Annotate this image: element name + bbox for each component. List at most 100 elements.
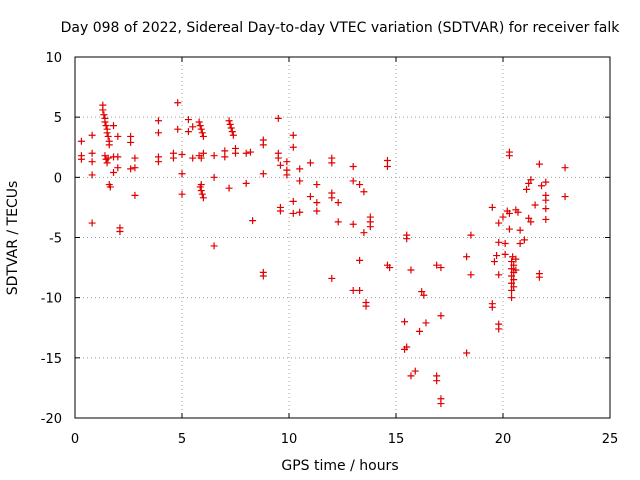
- data-point: [561, 164, 569, 172]
- data-point: [174, 99, 182, 107]
- data-point: [403, 235, 411, 243]
- data-point: [418, 288, 426, 296]
- data-point: [510, 261, 518, 269]
- y-tick-label: -15: [41, 352, 62, 367]
- data-point: [349, 163, 357, 171]
- x-tick-label: 25: [602, 432, 619, 447]
- data-point: [102, 122, 110, 130]
- data-point: [197, 125, 205, 133]
- grid-lines: [75, 57, 610, 418]
- data-point: [501, 240, 509, 248]
- data-point: [100, 111, 108, 119]
- data-point: [356, 256, 364, 264]
- x-axis-label: GPS time / hours: [281, 458, 398, 474]
- data-point: [463, 253, 471, 261]
- data-point: [289, 197, 297, 205]
- data-point: [527, 176, 535, 184]
- data-point: [334, 199, 342, 207]
- data-point: [362, 302, 370, 310]
- y-tick-label: 10: [45, 51, 62, 66]
- data-point: [229, 131, 237, 139]
- data-point: [538, 182, 546, 190]
- data-point: [433, 377, 441, 385]
- data-point: [407, 372, 415, 380]
- data-point: [510, 283, 518, 291]
- data-point: [313, 199, 321, 207]
- data-point: [88, 131, 96, 139]
- data-point: [542, 196, 550, 204]
- data-point: [199, 132, 207, 140]
- data-point: [189, 123, 197, 131]
- data-point: [561, 193, 569, 201]
- data-point: [178, 170, 186, 178]
- data-point: [88, 149, 96, 157]
- data-point: [525, 214, 533, 222]
- data-point: [154, 158, 162, 166]
- data-point: [433, 261, 441, 269]
- x-tick-label: 20: [495, 432, 512, 447]
- data-point: [542, 178, 550, 186]
- data-point: [110, 122, 118, 130]
- data-point: [416, 327, 424, 335]
- data-point: [103, 129, 111, 137]
- data-point: [296, 208, 304, 216]
- y-tick-label: -5: [49, 232, 62, 247]
- data-point: [356, 181, 364, 189]
- data-point: [505, 209, 513, 217]
- chart-title: Day 098 of 2022, Sidereal Day-to-day VTE…: [61, 20, 621, 36]
- data-point: [249, 217, 257, 225]
- y-tick-label: 5: [54, 111, 62, 126]
- data-point: [114, 164, 122, 172]
- data-point: [289, 131, 297, 139]
- data-point: [88, 158, 96, 166]
- data-point: [383, 163, 391, 171]
- data-point: [131, 154, 139, 162]
- data-point: [197, 154, 205, 162]
- data-point: [422, 319, 430, 327]
- data-point: [210, 242, 218, 250]
- data-point: [274, 114, 282, 122]
- data-points: [77, 99, 569, 408]
- x-tick-label: 5: [178, 432, 186, 447]
- data-point: [510, 276, 518, 284]
- data-point: [259, 170, 267, 178]
- data-point: [99, 106, 107, 114]
- data-point: [542, 215, 550, 223]
- data-point: [525, 179, 533, 187]
- data-point: [174, 125, 182, 133]
- data-point: [221, 153, 229, 161]
- data-point: [127, 132, 135, 140]
- data-point: [154, 117, 162, 125]
- data-point: [523, 185, 531, 193]
- data-point: [116, 227, 124, 235]
- data-point: [199, 194, 207, 202]
- data-point: [495, 238, 503, 246]
- data-point: [349, 177, 357, 185]
- data-point: [114, 132, 122, 140]
- data-point: [88, 219, 96, 227]
- data-point: [189, 154, 197, 162]
- y-axis-label: SDTVAR / TECUs: [5, 181, 21, 296]
- data-point: [131, 191, 139, 199]
- data-point: [276, 207, 284, 215]
- data-point: [131, 164, 139, 172]
- data-point: [508, 286, 516, 294]
- data-point: [232, 149, 239, 157]
- data-point: [106, 183, 114, 191]
- data-point: [516, 226, 524, 234]
- x-tick-label: 15: [388, 432, 405, 447]
- data-point: [505, 225, 513, 233]
- data-point: [542, 205, 550, 213]
- data-point: [512, 266, 520, 274]
- data-point: [535, 273, 543, 281]
- data-point: [437, 312, 445, 320]
- data-point: [516, 240, 524, 248]
- data-point: [184, 128, 192, 136]
- data-point: [467, 231, 475, 239]
- data-point: [420, 291, 428, 299]
- data-point: [490, 258, 498, 266]
- data-point: [221, 147, 229, 155]
- data-point: [104, 154, 112, 162]
- data-point: [527, 218, 535, 226]
- data-point: [114, 153, 122, 161]
